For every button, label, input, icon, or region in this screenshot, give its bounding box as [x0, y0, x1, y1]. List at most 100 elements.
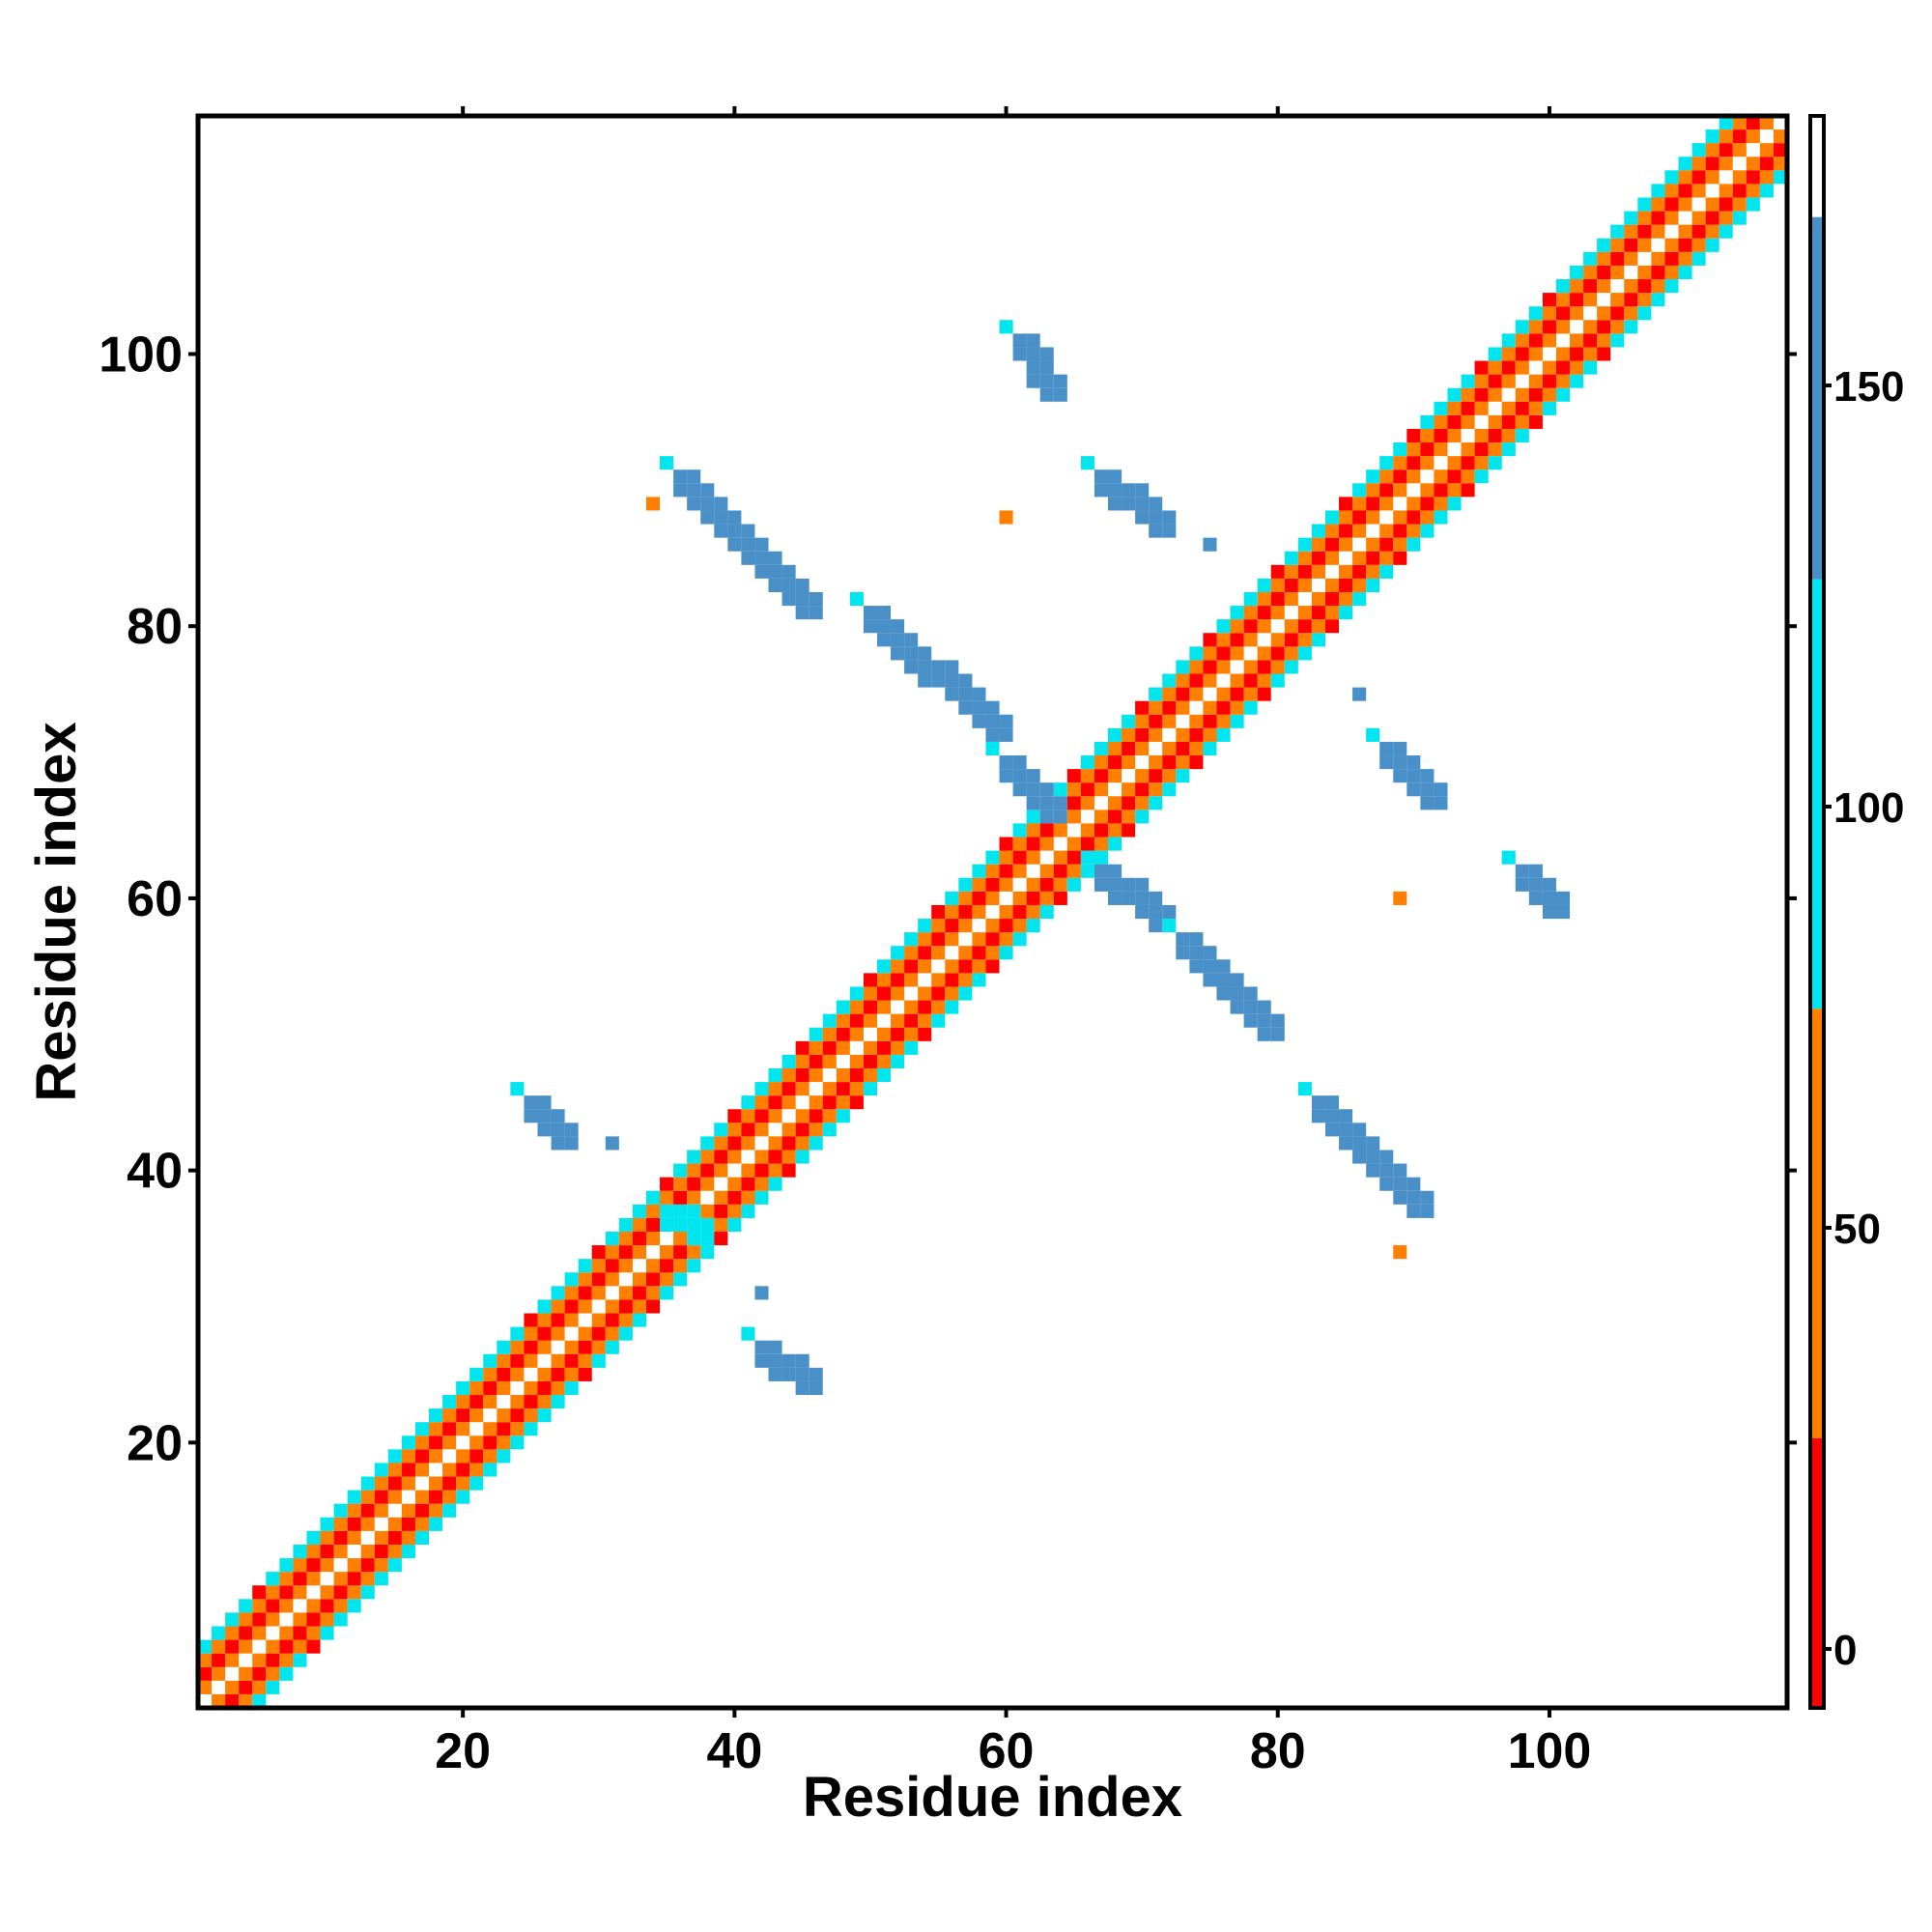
heatmap-cell [741, 1177, 755, 1191]
heatmap-cell [429, 1517, 443, 1531]
heatmap-cell [605, 1313, 619, 1327]
heatmap-cell [429, 1490, 443, 1504]
heatmap-cell [1311, 551, 1325, 565]
heatmap-cell [1434, 497, 1448, 511]
x-tick-label: 40 [706, 1723, 762, 1779]
heatmap-cell [1135, 810, 1150, 824]
heatmap-cell [1108, 796, 1122, 810]
heatmap-cell [1732, 143, 1747, 157]
heatmap-cell [1542, 306, 1556, 321]
heatmap-cell [387, 1558, 402, 1573]
colorbar-tick-label: 0 [1833, 1627, 1857, 1674]
heatmap-cell [1297, 619, 1312, 634]
heatmap-cell [279, 1626, 294, 1640]
heatmap-cell [645, 1299, 661, 1314]
heatmap-cell [1230, 700, 1244, 715]
heatmap-cell [904, 646, 919, 661]
heatmap-cell [795, 1380, 810, 1396]
heatmap-cell [795, 1122, 810, 1137]
heatmap-cell [1108, 864, 1122, 878]
heatmap-cell [360, 1558, 375, 1573]
heatmap-cell [931, 1013, 946, 1028]
heatmap-cell [279, 1599, 294, 1613]
heatmap-cell [714, 1232, 728, 1246]
heatmap-cell [687, 1177, 701, 1191]
heatmap-cell [347, 1490, 361, 1504]
heatmap-cell [700, 1136, 715, 1151]
heatmap-cell [279, 1585, 294, 1600]
heatmap-cell [1570, 293, 1584, 307]
heatmap-cell [632, 1286, 646, 1300]
heatmap-cell [1080, 796, 1094, 810]
heatmap-cell [1352, 1150, 1367, 1164]
heatmap-cell [1352, 483, 1367, 497]
heatmap-cell [414, 1463, 430, 1477]
heatmap-cell [1094, 782, 1109, 797]
heatmap-cell [1366, 510, 1380, 525]
heatmap-cell [564, 1340, 579, 1354]
heatmap-cell [918, 1000, 932, 1014]
heatmap-cell [1080, 837, 1094, 851]
heatmap-cell [387, 1449, 402, 1463]
heatmap-cell [1216, 986, 1231, 1001]
heatmap-cell [469, 1380, 484, 1396]
heatmap-cell [1637, 224, 1652, 239]
heatmap-cell [918, 919, 932, 933]
heatmap-cell [1406, 442, 1421, 457]
heatmap-cell [333, 1612, 348, 1627]
heatmap-cell [456, 1476, 470, 1491]
heatmap-cell [1678, 156, 1692, 171]
heatmap-cell [293, 1612, 307, 1627]
x-axis-ticks: 20 40 60 80 100 [435, 106, 1591, 1779]
heatmap-cell [1570, 265, 1584, 280]
heatmap-cell [497, 1435, 511, 1450]
heatmap-cell [1284, 564, 1298, 579]
heatmap-cell [564, 1367, 579, 1381]
heatmap-cell [660, 1272, 674, 1287]
heatmap-cell [1284, 619, 1298, 634]
heatmap-cell [687, 1204, 701, 1218]
heatmap-cell [1324, 1122, 1340, 1137]
heatmap-cell [1651, 197, 1665, 212]
heatmap-cell [918, 932, 932, 947]
heatmap-cell [1339, 1136, 1353, 1151]
heatmap-cell [1719, 116, 1733, 130]
heatmap-cell [1080, 755, 1094, 770]
heatmap-cell [1420, 1204, 1435, 1218]
heatmap-cell [414, 1449, 430, 1463]
heatmap-cell [1284, 660, 1298, 674]
heatmap-cell [1678, 170, 1692, 185]
heatmap-cell [795, 1367, 810, 1381]
heatmap-cell [1149, 769, 1163, 783]
heatmap-cell [1393, 456, 1407, 470]
heatmap-cell [1570, 347, 1584, 361]
heatmap-cell [1651, 251, 1665, 266]
heatmap-cell [387, 1544, 402, 1559]
heatmap-cell [673, 1190, 688, 1205]
heatmap-cell [347, 1517, 361, 1531]
colorbar-band [1810, 116, 1824, 217]
heatmap-cell [252, 1666, 267, 1681]
heatmap-cell [673, 1163, 688, 1178]
heatmap-cell [1447, 387, 1462, 402]
heatmap-cell [1339, 591, 1353, 607]
heatmap-cell [483, 1435, 497, 1450]
heatmap-cell [1705, 143, 1719, 157]
heatmap-cell [1393, 741, 1407, 756]
heatmap-cell [1135, 891, 1150, 905]
heatmap-cell [985, 700, 1000, 715]
heatmap-cell [320, 1612, 334, 1627]
heatmap-cell [768, 1109, 782, 1123]
heatmap-cell [1555, 374, 1571, 388]
heatmap-cell [266, 1680, 280, 1694]
heatmap-cell [1149, 700, 1163, 715]
y-tick-label: 100 [99, 327, 183, 383]
heatmap-cell [591, 1326, 606, 1341]
heatmap-cell [1461, 456, 1475, 470]
heatmap-cell [1203, 673, 1217, 688]
heatmap-cell [1637, 293, 1652, 307]
heatmap-cell [1732, 116, 1747, 130]
heatmap-cell [1732, 170, 1747, 185]
heatmap-cell [700, 1163, 715, 1178]
heatmap-cell [972, 946, 986, 960]
